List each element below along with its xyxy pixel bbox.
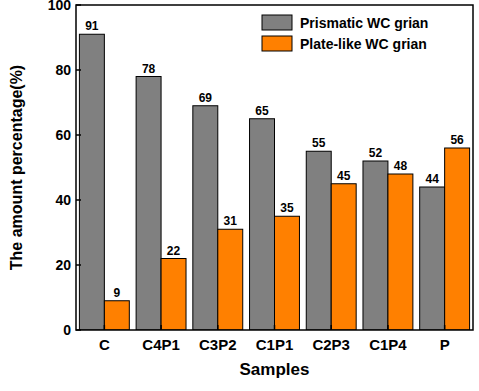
data-label: 65 xyxy=(255,104,269,118)
y-tick-label: 20 xyxy=(55,257,71,273)
data-label: 31 xyxy=(224,214,238,228)
bar xyxy=(193,106,218,330)
data-label: 52 xyxy=(369,146,383,160)
data-label: 35 xyxy=(280,201,294,215)
data-label: 22 xyxy=(167,244,181,258)
y-tick xyxy=(76,199,81,201)
plot-frame xyxy=(76,5,473,330)
y-axis-label: The amount percentage(%) xyxy=(8,65,25,270)
legend-swatch xyxy=(262,36,292,51)
y-tick-label: 40 xyxy=(55,192,71,208)
legend-label: Prismatic WC grian xyxy=(300,15,428,31)
bar xyxy=(161,259,186,331)
x-tick-label: P xyxy=(440,336,450,353)
x-tick-label: C xyxy=(99,336,110,353)
bar xyxy=(388,174,413,330)
bar xyxy=(420,187,445,330)
y-tick xyxy=(76,329,81,331)
data-label: 44 xyxy=(425,172,439,186)
x-tick xyxy=(104,325,106,330)
x-tick xyxy=(330,325,332,330)
x-tick xyxy=(387,325,389,330)
bar xyxy=(250,119,275,330)
x-tick-label: C3P2 xyxy=(199,336,237,353)
data-label: 56 xyxy=(450,133,464,147)
bar xyxy=(445,148,470,330)
data-label: 69 xyxy=(199,91,213,105)
chart-container: 91 78 69 65 55 52 44 9 22 31 35 45 48 56 0 20 40 60 80 100 C… xyxy=(0,0,479,391)
x-tick xyxy=(160,325,162,330)
bars xyxy=(79,34,469,330)
x-tick-label: C1P4 xyxy=(369,336,407,353)
bar xyxy=(331,184,356,330)
data-label: 91 xyxy=(85,19,99,33)
x-tick-label: C4P1 xyxy=(142,336,180,353)
bar xyxy=(218,229,243,330)
y-tick xyxy=(76,69,81,71)
y-tick-label: 0 xyxy=(63,322,71,338)
x-tick xyxy=(217,325,219,330)
data-label: 78 xyxy=(142,62,156,76)
y-tick-label: 100 xyxy=(48,0,72,13)
y-tick-label: 60 xyxy=(55,127,71,143)
data-label: 48 xyxy=(394,159,408,173)
data-label: 45 xyxy=(337,169,351,183)
legend-swatch xyxy=(262,15,292,30)
y-tick xyxy=(76,134,81,136)
data-labels: 91 78 69 65 55 52 44 9 22 31 35 45 48 56 xyxy=(85,19,464,300)
y-tick xyxy=(76,4,81,6)
x-axis-label: Samples xyxy=(240,360,310,379)
bar xyxy=(363,161,388,330)
bar xyxy=(136,77,161,331)
legend-label: Plate-like WC grian xyxy=(300,36,427,52)
data-label: 55 xyxy=(312,136,326,150)
x-tick-label: C1P1 xyxy=(256,336,294,353)
x-tick xyxy=(274,325,276,330)
y-tick xyxy=(76,264,81,266)
chart: 91 78 69 65 55 52 44 9 22 31 35 45 48 56 0 20 40 60 80 100 C… xyxy=(0,0,479,391)
bar xyxy=(104,301,129,330)
y-tick-label: 80 xyxy=(55,62,71,78)
bar xyxy=(306,151,331,330)
bar xyxy=(275,216,300,330)
bar xyxy=(79,34,104,330)
data-label: 9 xyxy=(113,286,120,300)
legend: Prismatic WC grian Plate-like WC grian xyxy=(262,15,428,52)
x-tick xyxy=(444,325,446,330)
x-tick-label: C2P3 xyxy=(312,336,350,353)
